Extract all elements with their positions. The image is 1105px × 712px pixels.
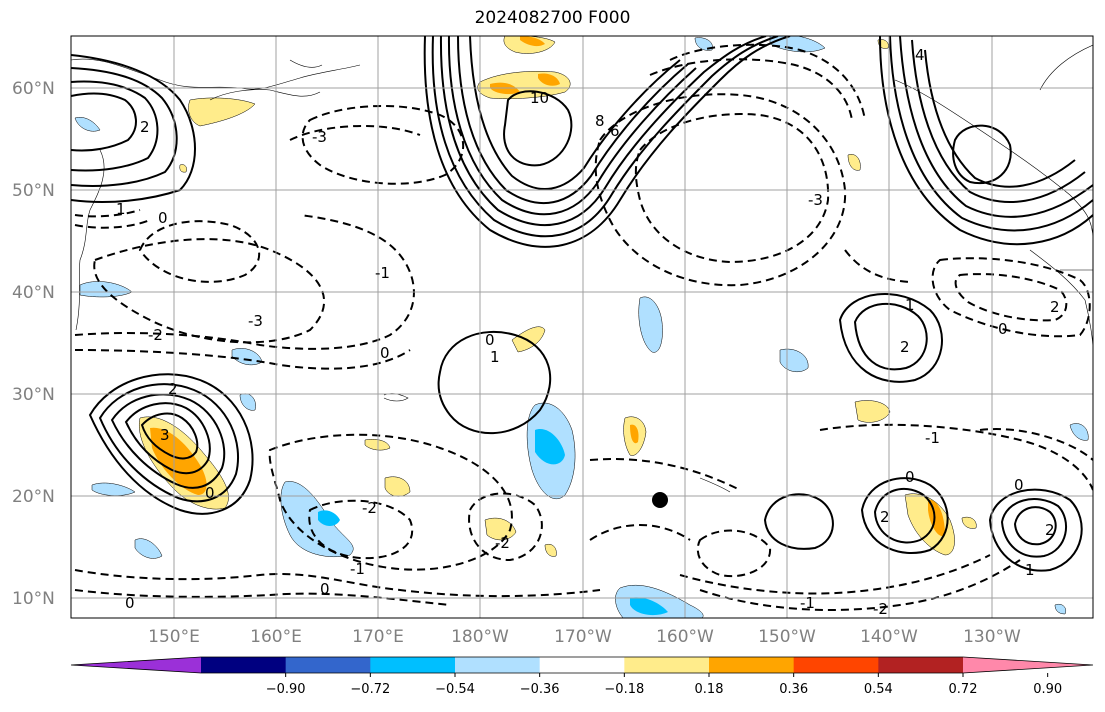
colorbar-label: −0.72 bbox=[350, 682, 390, 697]
contour-label: 6 bbox=[610, 122, 620, 140]
contour-label: -2 bbox=[873, 600, 888, 618]
shaded-regions bbox=[74, 36, 1089, 618]
colorbar-segment bbox=[370, 657, 456, 673]
contour-label: 4 bbox=[915, 46, 925, 64]
contour-label: 8 bbox=[595, 112, 605, 130]
colorbar-label: 0.54 bbox=[864, 682, 893, 697]
contour-label: -1 bbox=[800, 594, 815, 612]
lon-label: 160°W bbox=[656, 627, 714, 647]
contour-label: 2 bbox=[1050, 298, 1060, 316]
colorbar-segment bbox=[455, 657, 541, 673]
contour-label: -2 bbox=[148, 326, 163, 344]
contour-label: 2 bbox=[140, 118, 150, 136]
contour-label: 0 bbox=[158, 209, 168, 227]
contour-label: 2 bbox=[900, 338, 910, 356]
colorbar-segment bbox=[878, 657, 964, 673]
colorbar-segment bbox=[201, 657, 287, 673]
colorbar-segment bbox=[285, 657, 371, 673]
contour-label: 0 bbox=[905, 468, 915, 486]
colorbar-label: −0.36 bbox=[520, 682, 560, 697]
colorbar-label: −0.90 bbox=[266, 682, 306, 697]
contour-label: -3 bbox=[808, 191, 823, 209]
contour-label: -3 bbox=[248, 312, 263, 330]
longitude-labels: 150°E 160°E 170°E 180°W 170°W 160°W 150°… bbox=[148, 627, 1021, 647]
contour-label: -3 bbox=[312, 128, 327, 146]
lat-label: 30°N bbox=[12, 385, 55, 405]
lat-label: 20°N bbox=[12, 487, 55, 507]
contour-label: -1 bbox=[925, 429, 940, 447]
contour-label: 0 bbox=[380, 344, 390, 362]
map-content: 10 8 6 4 3 2 0 -3 -3 -3 -2 -2 -2 -2 -1 -… bbox=[71, 36, 1093, 618]
lon-label: 160°E bbox=[250, 627, 302, 647]
map-frame bbox=[70, 35, 1094, 619]
lat-label: 60°N bbox=[12, 79, 55, 99]
colorbar-label: 0.90 bbox=[1033, 682, 1062, 697]
contour-label: 2 bbox=[880, 508, 890, 526]
lat-label: 40°N bbox=[12, 283, 55, 303]
contour-label: 10 bbox=[530, 89, 549, 107]
colorbar-segment bbox=[539, 657, 625, 673]
lat-label: 50°N bbox=[12, 181, 55, 201]
contour-label: 1 bbox=[1025, 561, 1035, 579]
colorbar-segment bbox=[793, 657, 879, 673]
contour-labels: 10 8 6 4 3 2 0 -3 -3 -3 -2 -2 -2 -2 -1 -… bbox=[116, 46, 1060, 618]
colorbar-label: 0.36 bbox=[779, 682, 808, 697]
contour-label: 0 bbox=[485, 331, 495, 349]
negative-contours bbox=[74, 43, 1093, 611]
lon-label: 150°E bbox=[148, 627, 200, 647]
contour-label: 0 bbox=[998, 320, 1008, 338]
contour-label: 2 bbox=[1045, 521, 1055, 539]
contour-label: 0 bbox=[320, 580, 330, 598]
contour-label: -1 bbox=[350, 560, 365, 578]
colorbar-outline bbox=[70, 656, 1094, 674]
colorbar-label: 0.72 bbox=[949, 682, 978, 697]
colorbar: −0.90 −0.72 −0.54 −0.36 −0.18 0.18 0.36 0.54 0.7… bbox=[70, 656, 1094, 697]
lon-label: 180°W bbox=[451, 627, 509, 647]
contour-label: -1 bbox=[375, 264, 390, 282]
lat-label: 10°N bbox=[12, 589, 55, 609]
contour-label: 0 bbox=[205, 484, 215, 502]
contour-label: 2 bbox=[168, 380, 178, 398]
lon-label: 150°W bbox=[758, 627, 816, 647]
contour-label: 0 bbox=[125, 594, 135, 612]
colorbar-label: −0.54 bbox=[435, 682, 475, 697]
location-marker bbox=[652, 492, 668, 508]
lon-label: 170°E bbox=[352, 627, 404, 647]
contour-label: 0 bbox=[1014, 476, 1024, 494]
colorbar-extend-low bbox=[71, 657, 201, 673]
colorbar-segment bbox=[709, 657, 795, 673]
lon-label: 170°W bbox=[554, 627, 612, 647]
contour-label: -2 bbox=[362, 499, 377, 517]
contour-label: 1 bbox=[116, 200, 126, 218]
contour-label: -2 bbox=[495, 534, 510, 552]
colorbar-extend-high bbox=[963, 657, 1093, 673]
lon-label: 130°W bbox=[963, 627, 1021, 647]
colorbar-segment bbox=[624, 657, 710, 673]
contour-label: 1 bbox=[490, 348, 500, 366]
contour-label: 3 bbox=[160, 426, 170, 444]
colorbar-label: −0.18 bbox=[604, 682, 644, 697]
map-title: 2024082700 F000 bbox=[474, 8, 631, 28]
lon-label: 140°W bbox=[860, 627, 918, 647]
graticule bbox=[71, 36, 1093, 618]
latitude-labels: 60°N 50°N 40°N 30°N 20°N 10°N bbox=[12, 79, 55, 609]
contour-label: 1 bbox=[905, 296, 915, 314]
colorbar-label: 0.18 bbox=[695, 682, 724, 697]
